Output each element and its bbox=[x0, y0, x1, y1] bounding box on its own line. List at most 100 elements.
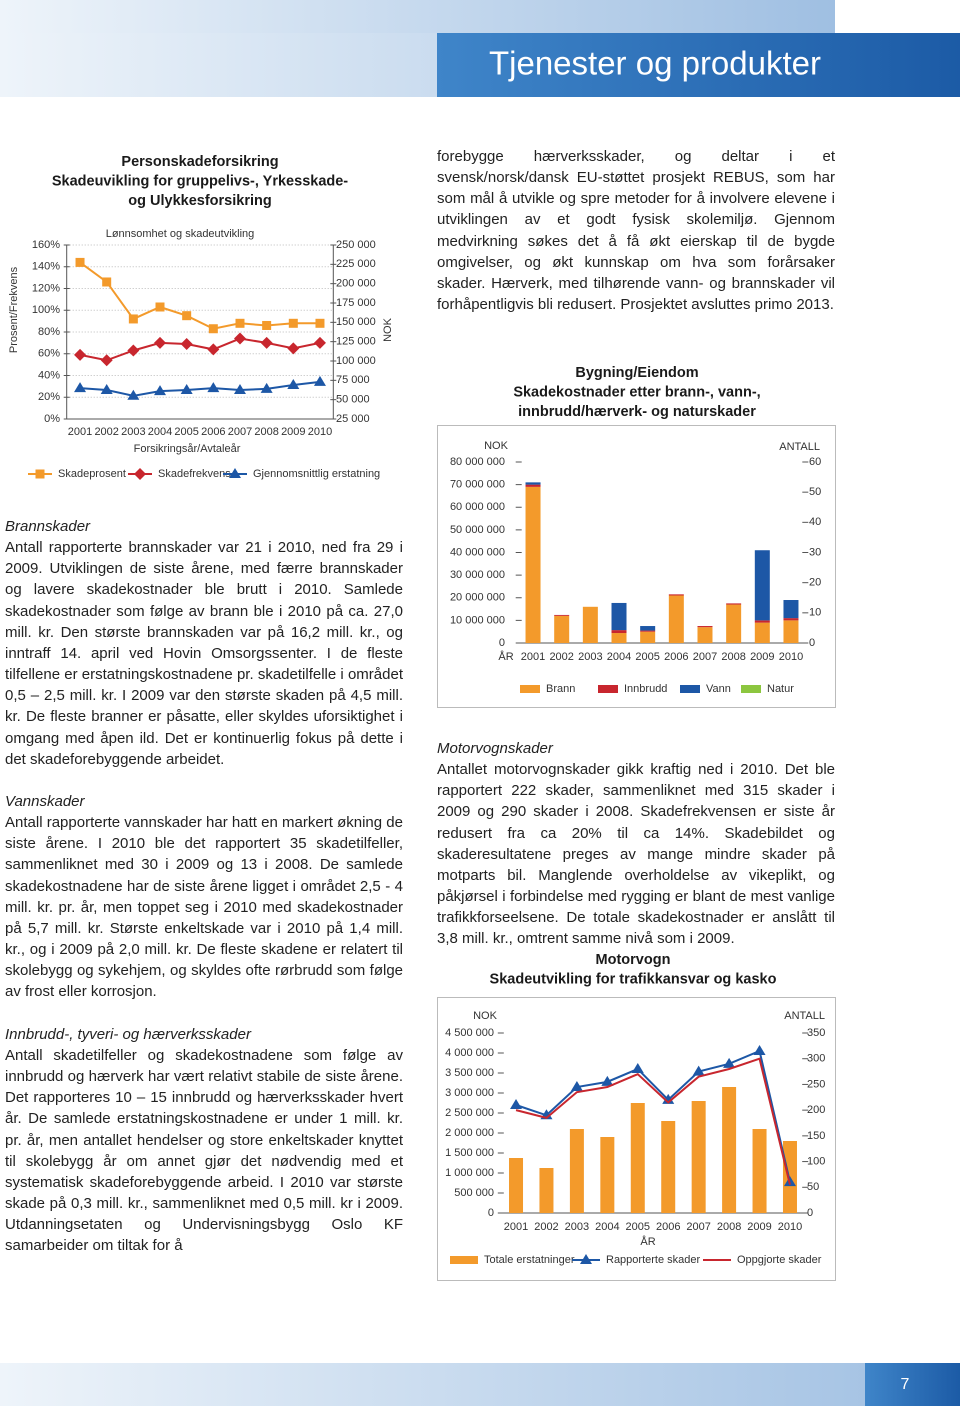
y-tick-label: 10 000 000 bbox=[450, 614, 505, 626]
y2-tick-label: 225 000 bbox=[336, 258, 376, 270]
marker bbox=[631, 1063, 644, 1073]
x-tick-label: 2009 bbox=[747, 1221, 771, 1233]
legend-label: Skadeprosent bbox=[58, 468, 126, 480]
x-tick-label: 2001 bbox=[521, 651, 545, 663]
left-column: Brannskader Antall rapporterte brannskad… bbox=[5, 516, 403, 1278]
bar bbox=[630, 1103, 645, 1213]
line bbox=[79, 380, 321, 397]
bar bbox=[611, 633, 627, 643]
bar bbox=[525, 486, 541, 643]
chart-title: Skadeuvikling for gruppelivs-, Yrkesskad… bbox=[52, 173, 348, 189]
y2-tick-label: 350 bbox=[807, 1027, 825, 1039]
y-tick-label: 0% bbox=[44, 413, 60, 425]
chart-title: innbrudd/hærverk- og naturskader bbox=[518, 404, 756, 420]
bar bbox=[697, 626, 713, 628]
chart-title: Motorvogn bbox=[596, 952, 671, 968]
axis-title: NOK bbox=[473, 1010, 498, 1022]
axis-title: NOK bbox=[484, 440, 509, 452]
y-tick-label: 120% bbox=[32, 282, 60, 294]
x-tick-label: 2006 bbox=[664, 651, 688, 663]
marker bbox=[692, 1065, 705, 1076]
y2-tick-label: 250 000 bbox=[336, 239, 376, 251]
x-tick-label: 2010 bbox=[778, 1221, 802, 1233]
x-tick-label: 2004 bbox=[595, 1221, 619, 1233]
footer-band bbox=[0, 1363, 960, 1406]
marker bbox=[182, 311, 192, 321]
x-tick-label: 2010 bbox=[779, 651, 803, 663]
x-tick-label: 2005 bbox=[635, 651, 659, 663]
marker bbox=[180, 337, 193, 350]
x-tick-label: 2007 bbox=[686, 1221, 710, 1233]
bar bbox=[726, 603, 742, 605]
axis-title: ANTALL bbox=[784, 1010, 825, 1022]
y2-tick-label: 30 bbox=[809, 546, 821, 558]
marker bbox=[313, 375, 326, 386]
section-heading: Brannskader bbox=[5, 518, 91, 535]
x-tick-label: 2004 bbox=[607, 651, 631, 663]
line bbox=[515, 1057, 791, 1185]
y-tick-label: 100% bbox=[32, 304, 60, 316]
page-box bbox=[865, 1363, 960, 1406]
bar bbox=[668, 594, 684, 596]
paragraph: Antall skadetilfeller og skadekostnadene… bbox=[5, 1046, 403, 1255]
y2-tick-label: 60 bbox=[809, 456, 821, 468]
x-tick-label: 2002 bbox=[549, 651, 573, 663]
bar bbox=[754, 620, 770, 623]
bar bbox=[691, 1101, 706, 1213]
marker bbox=[662, 1093, 675, 1104]
x-tick-label: 2003 bbox=[121, 426, 145, 438]
marker bbox=[180, 384, 193, 394]
bar bbox=[582, 606, 598, 643]
y-tick-label: 500 000 bbox=[454, 1187, 494, 1199]
y2-tick-label: 100 000 bbox=[336, 355, 376, 367]
y-tick-label: 4 500 000 bbox=[445, 1027, 494, 1039]
y-tick-label: 4 000 000 bbox=[445, 1047, 494, 1059]
y-tick-label: 80 000 000 bbox=[450, 456, 505, 468]
line bbox=[515, 1049, 791, 1183]
y-tick-label: 0 bbox=[499, 637, 505, 649]
marker bbox=[155, 302, 165, 312]
y-tick-label: 20% bbox=[38, 391, 60, 403]
bar bbox=[640, 630, 656, 632]
marker bbox=[601, 1075, 614, 1086]
y-tick-label: 1 500 000 bbox=[445, 1147, 494, 1159]
x-tick-label: 2006 bbox=[201, 426, 225, 438]
bar bbox=[611, 602, 627, 631]
marker bbox=[570, 1081, 583, 1091]
marker bbox=[229, 468, 241, 478]
marker bbox=[207, 382, 220, 393]
y-tick-label: 1 000 000 bbox=[445, 1167, 494, 1179]
y-tick-label: 140% bbox=[32, 261, 60, 273]
marker bbox=[260, 336, 273, 349]
axis-title: Prosent/Frekvens bbox=[8, 266, 20, 353]
paragraph: Antall rapporterte vannskader har hatt e… bbox=[5, 814, 403, 1001]
y-tick-label: 30 000 000 bbox=[450, 569, 505, 581]
x-tick-label: 2005 bbox=[626, 1221, 650, 1233]
chart-title: Skadeutvikling for trafikkansvar og kask… bbox=[490, 971, 777, 987]
y2-tick-label: 20 bbox=[809, 577, 821, 589]
legend-label: Brann bbox=[546, 683, 575, 695]
legend-swatch bbox=[520, 685, 540, 693]
x-tick-label: 2002 bbox=[94, 426, 118, 438]
y2-tick-label: 300 bbox=[807, 1053, 825, 1065]
y2-tick-label: 0 bbox=[809, 637, 815, 649]
bar bbox=[554, 615, 570, 643]
marker bbox=[233, 384, 246, 394]
marker bbox=[753, 1045, 766, 1055]
axis-title: ÅR bbox=[498, 650, 513, 663]
bar bbox=[525, 484, 541, 487]
y-tick-label: 3 000 000 bbox=[445, 1087, 494, 1099]
y-tick-label: 40% bbox=[38, 369, 60, 381]
legend-label: Totale erstatninger bbox=[484, 1254, 575, 1266]
bar bbox=[668, 595, 684, 643]
marker bbox=[315, 318, 325, 328]
right-column: Motorvognskader Antallet motorvognskader… bbox=[437, 738, 835, 971]
x-tick-label: 2004 bbox=[148, 426, 172, 438]
section-heading: Vannskader bbox=[5, 793, 85, 811]
bar bbox=[726, 604, 742, 643]
marker bbox=[35, 469, 45, 479]
y2-tick-label: 200 bbox=[807, 1104, 825, 1116]
marker bbox=[260, 382, 273, 393]
x-tick-label: 2001 bbox=[504, 1221, 528, 1233]
header-title: Tjenester og produkter bbox=[489, 45, 821, 82]
